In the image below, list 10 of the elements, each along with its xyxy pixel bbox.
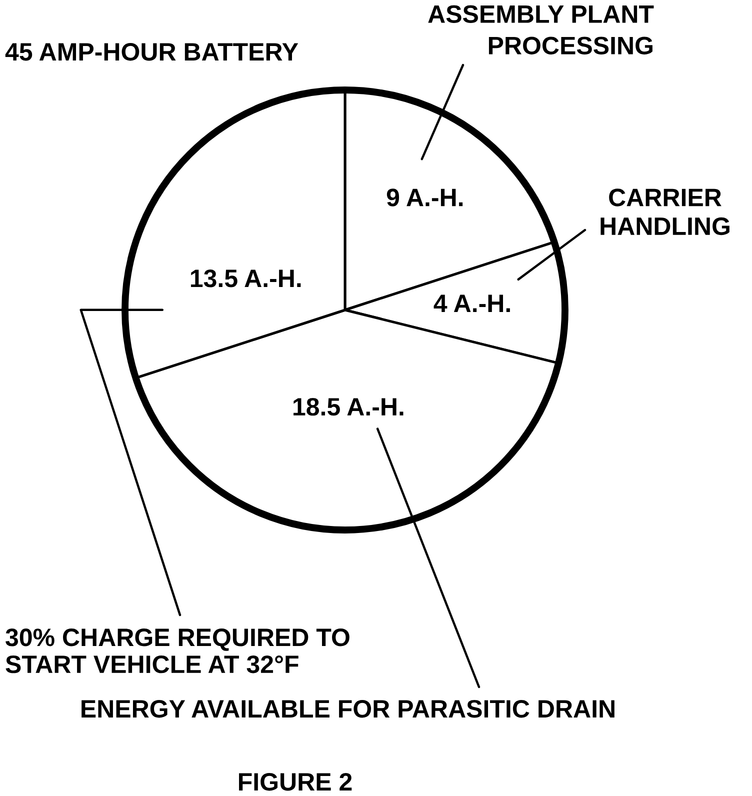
slice-label: CARRIER HANDLING (600, 188, 730, 236)
data-label: 4 A.-H. (434, 294, 510, 312)
slice-label: ASSEMBLY PLANT PROCESSING (428, 5, 654, 54)
text: 45 AMP-HOUR BATTERY (5, 43, 298, 61)
caption: FIGURE 2 (239, 773, 352, 791)
data-label: 18.5 A.-H. (294, 398, 404, 416)
data-label: 9 A.-H. (386, 188, 463, 206)
data-label: 13.5 A.-H. (190, 270, 301, 288)
slice-label: ENERGY AVAILABLE FOR PARASITIC DRAIN (82, 700, 614, 718)
slice-label: 30% CHARGE REQUIRED TO START VEHICLE AT 32°F (6, 628, 350, 674)
